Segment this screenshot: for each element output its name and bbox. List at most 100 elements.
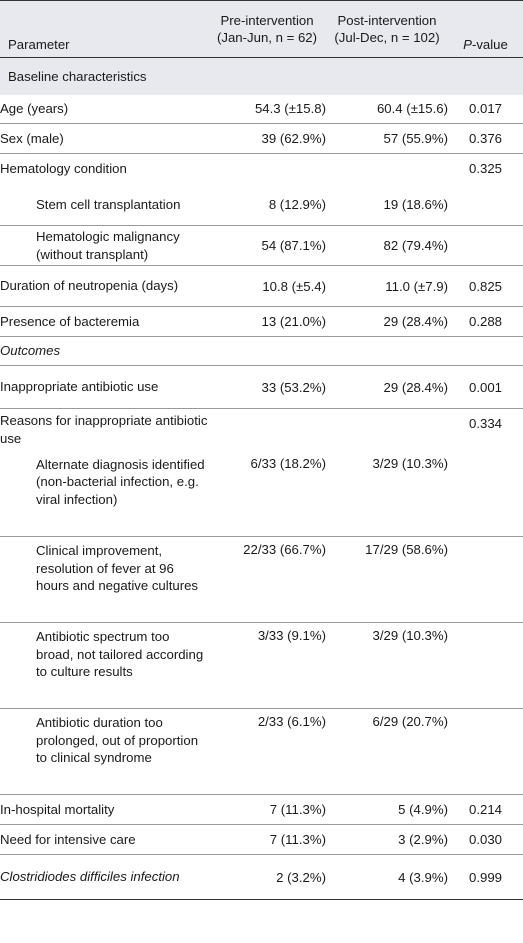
- row-label: Reasons for inappropriate antibiotic use: [0, 413, 208, 446]
- row-pre: 7 (11.3%): [208, 794, 326, 825]
- header-parameter: Parameter: [0, 0, 208, 58]
- table-row: Reasons for inappropriate antibiotic use…: [0, 409, 523, 451]
- row-label: Hematologic malignancy (without transpla…: [0, 225, 208, 266]
- row-p: [448, 622, 523, 709]
- row-p: 0.214: [448, 794, 523, 825]
- row-pre: [208, 154, 326, 184]
- row-label: In-hospital mortality: [0, 794, 208, 825]
- row-post: 4 (3.9%): [326, 854, 448, 900]
- table-row: Duration of neutropenia (days) 10.8 (±5.…: [0, 265, 523, 307]
- row-label: Inappropriate antibiotic use: [0, 365, 208, 409]
- row-p: [448, 536, 523, 623]
- table-row: Hematologic malignancy (without transpla…: [0, 225, 523, 266]
- row-p: 0.999: [448, 854, 523, 900]
- row-pre: 22/33 (66.7%): [208, 536, 326, 623]
- row-post: 3/29 (10.3%): [326, 622, 448, 709]
- row-pre: 54.3 (±15.8): [208, 94, 326, 124]
- row-label: Age (years): [0, 94, 208, 124]
- row-post: [326, 154, 448, 184]
- row-label: Hematology condition: [0, 161, 127, 176]
- row-label: Presence of bacteremia: [0, 306, 208, 337]
- table-row: Antibiotic duration too prolonged, out o…: [0, 708, 523, 795]
- table-row: Sex (male) 39 (62.9%) 57 (55.9%) 0.376: [0, 123, 523, 154]
- header-pre-line2: (Jan-Jun, n = 62): [216, 30, 318, 45]
- row-label: Need for intensive care: [0, 824, 208, 855]
- table-row: Presence of bacteremia 13 (21.0%) 29 (28…: [0, 306, 523, 337]
- row-p: 0.825: [448, 265, 523, 307]
- row-p: [448, 225, 523, 266]
- table-row: Hematology condition 0.325: [0, 154, 523, 184]
- row-p: [448, 183, 523, 226]
- header-p-rest: -value: [471, 37, 508, 52]
- row-pre: 3/33 (9.1%): [208, 622, 326, 709]
- row-post: 19 (18.6%): [326, 183, 448, 226]
- row-pre: [208, 336, 326, 366]
- row-label: Clinical improvement, resolution of feve…: [0, 536, 208, 623]
- table-row: Need for intensive care 7 (11.3%) 3 (2.9…: [0, 824, 523, 855]
- row-pre: 8 (12.9%): [208, 183, 326, 226]
- table-row: Alternate diagnosis identified (non-bact…: [0, 450, 523, 537]
- row-pre: 13 (21.0%): [208, 306, 326, 337]
- section-label-baseline: Baseline characteristics: [0, 57, 448, 95]
- header-pre: Pre-intervention (Jan-Jun, n = 62): [208, 0, 326, 58]
- section-row-outcomes: Outcomes: [0, 336, 523, 366]
- table-row: Age (years) 54.3 (±15.8) 60.4 (±15.6) 0.…: [0, 94, 523, 124]
- header-row: Parameter Pre-intervention (Jan-Jun, n =…: [0, 0, 523, 58]
- header-p-value: P-value: [448, 0, 523, 58]
- row-post: 29 (28.4%): [326, 365, 448, 409]
- row-label: Sex (male): [0, 123, 208, 154]
- row-label: Clostridiodes difficiles infection: [0, 854, 208, 900]
- row-post: 11.0 (±7.9): [326, 265, 448, 307]
- header-pre-line1: Pre-intervention: [220, 13, 314, 28]
- row-post: 60.4 (±15.6): [326, 94, 448, 124]
- section-label-outcomes: Outcomes: [0, 336, 208, 366]
- row-post: 29 (28.4%): [326, 306, 448, 337]
- row-p: 0.325: [468, 161, 502, 177]
- row-label: Antibiotic duration too prolonged, out o…: [0, 708, 208, 795]
- row-p: 0.017: [448, 94, 523, 124]
- row-post: [326, 409, 448, 451]
- row-label: Stem cell transplantation: [0, 183, 208, 226]
- section-pad: [448, 57, 523, 95]
- row-pre: 33 (53.2%): [208, 365, 326, 409]
- row-label: Duration of neutropenia (days): [0, 265, 208, 307]
- header-p-letter: P: [463, 37, 472, 52]
- row-pre: 10.8 (±5.4): [208, 265, 326, 307]
- row-p: 0.288: [448, 306, 523, 337]
- row-pre: 2/33 (6.1%): [208, 708, 326, 795]
- row-post: 3/29 (10.3%): [326, 450, 448, 537]
- row-pre: 54 (87.1%): [208, 225, 326, 266]
- row-post: 82 (79.4%): [326, 225, 448, 266]
- row-post: 5 (4.9%): [326, 794, 448, 825]
- row-post: 57 (55.9%): [326, 123, 448, 154]
- results-table: Parameter Pre-intervention (Jan-Jun, n =…: [0, 0, 523, 900]
- table-row: Inappropriate antibiotic use 33 (53.2%) …: [0, 365, 523, 409]
- row-post: [326, 336, 448, 366]
- section-row-baseline: Baseline characteristics: [0, 57, 523, 95]
- row-pre: 39 (62.9%): [208, 123, 326, 154]
- table-row: Stem cell transplantation 8 (12.9%) 19 (…: [0, 183, 523, 226]
- row-p: 0.030: [448, 824, 523, 855]
- row-pre: 7 (11.3%): [208, 824, 326, 855]
- row-pre: 6/33 (18.2%): [208, 450, 326, 537]
- row-label: Alternate diagnosis identified (non-bact…: [0, 450, 208, 537]
- header-post: Post-intervention (Jul-Dec, n = 102): [326, 0, 448, 58]
- header-post-line1: Post-intervention: [337, 13, 437, 28]
- table-row: Clinical improvement, resolution of feve…: [0, 536, 523, 623]
- row-pre: 2 (3.2%): [208, 854, 326, 900]
- row-post: 3 (2.9%): [326, 824, 448, 855]
- row-p: 0.334: [468, 416, 502, 431]
- row-p: [448, 450, 523, 537]
- header-post-line2: (Jul-Dec, n = 102): [334, 30, 440, 45]
- row-pre: [208, 409, 326, 451]
- row-post: 17/29 (58.6%): [326, 536, 448, 623]
- table-row: Clostridiodes difficiles infection 2 (3.…: [0, 854, 523, 900]
- row-p: [448, 336, 523, 366]
- row-label: Antibiotic spectrum too broad, not tailo…: [0, 622, 208, 709]
- table-row: Antibiotic spectrum too broad, not tailo…: [0, 622, 523, 709]
- row-p: 0.001: [448, 365, 523, 409]
- row-p: 0.376: [448, 123, 523, 154]
- row-p: [448, 708, 523, 795]
- row-post: 6/29 (20.7%): [326, 708, 448, 795]
- table-row: In-hospital mortality 7 (11.3%) 5 (4.9%)…: [0, 794, 523, 825]
